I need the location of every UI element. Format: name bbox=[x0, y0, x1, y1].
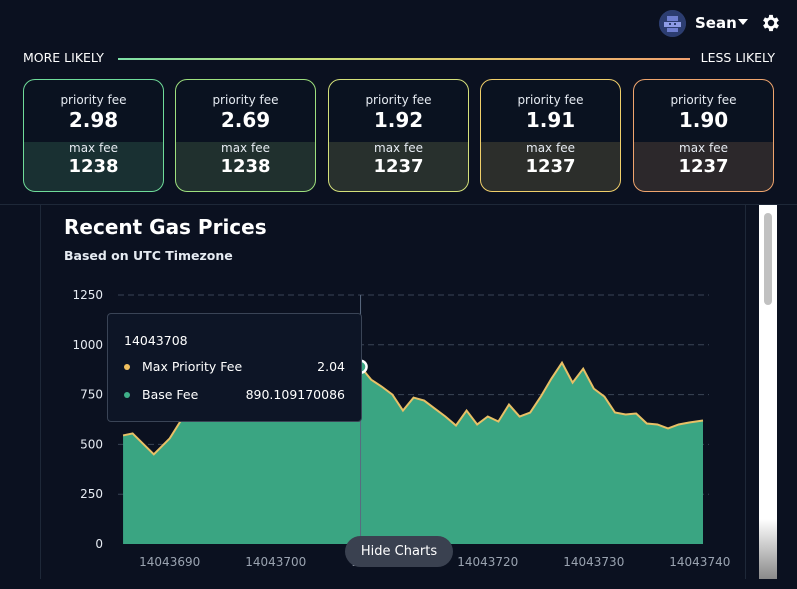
x-tick-label: 14043690 bbox=[139, 555, 200, 569]
fee-card[interactable]: priority fee 2.98 max fee 1238 bbox=[23, 79, 164, 192]
max-fee-value: 1238 bbox=[220, 156, 271, 177]
x-tick-label: 14043700 bbox=[245, 555, 306, 569]
hide-charts-button[interactable]: Hide Charts bbox=[345, 536, 453, 567]
priority-fee-label: priority fee bbox=[365, 93, 432, 107]
fee-card[interactable]: priority fee 1.90 max fee 1237 bbox=[633, 79, 774, 192]
scrollbar-track-fade bbox=[759, 519, 777, 579]
scrollbar-thumb[interactable] bbox=[764, 213, 772, 305]
card-lower-band bbox=[24, 142, 163, 191]
card-lower-band bbox=[329, 142, 468, 191]
priority-fee-value: 1.91 bbox=[525, 108, 576, 132]
user-name[interactable]: Sean bbox=[695, 14, 737, 32]
max-fee-label: max fee bbox=[69, 141, 118, 155]
tooltip-series-name: Max Priority Fee bbox=[142, 359, 243, 374]
card-lower-band bbox=[481, 142, 620, 191]
max-fee-label: max fee bbox=[221, 141, 270, 155]
priority-fee-value: 1.90 bbox=[678, 108, 729, 132]
max-fee-value: 1237 bbox=[373, 156, 424, 177]
caret-down-icon[interactable] bbox=[738, 19, 748, 25]
priority-fee-value: 2.69 bbox=[220, 108, 271, 132]
vertical-scrollbar[interactable] bbox=[759, 205, 777, 579]
max-fee-value: 1238 bbox=[68, 156, 119, 177]
user-avatar[interactable] bbox=[659, 10, 686, 37]
priority-fee-label: priority fee bbox=[670, 93, 737, 107]
card-lower-band bbox=[176, 142, 315, 191]
max-fee-label: max fee bbox=[526, 141, 575, 155]
y-tick-label: 750 bbox=[80, 388, 103, 402]
tooltip-row-base-fee: Base Fee 890.109170086 bbox=[124, 387, 345, 403]
y-tick-label: 1250 bbox=[72, 288, 103, 302]
series-dot-icon bbox=[124, 392, 130, 398]
section-divider bbox=[0, 204, 797, 205]
fee-cards: priority fee 2.98 max fee 1238 priority … bbox=[23, 79, 775, 194]
chart-tooltip: 14043708 Max Priority Fee 2.04 Base Fee … bbox=[107, 313, 362, 422]
chart-title: Recent Gas Prices bbox=[64, 215, 267, 239]
more-likely-label: MORE LIKELY bbox=[23, 50, 104, 65]
x-tick-label: 14043740 bbox=[669, 555, 730, 569]
tooltip-series-value: 2.04 bbox=[317, 359, 345, 374]
less-likely-label: LESS LIKELY bbox=[700, 50, 775, 65]
y-tick-label: 1000 bbox=[72, 338, 103, 352]
max-fee-label: max fee bbox=[679, 141, 728, 155]
series-dot-icon bbox=[124, 364, 130, 370]
chart-panel bbox=[40, 205, 746, 579]
fee-card[interactable]: priority fee 1.91 max fee 1237 bbox=[480, 79, 621, 192]
max-fee-value: 1237 bbox=[678, 156, 729, 177]
y-tick-label: 250 bbox=[80, 487, 103, 501]
priority-fee-label: priority fee bbox=[60, 93, 127, 107]
y-tick-label: 0 bbox=[95, 537, 103, 551]
x-tick-label: 14043720 bbox=[457, 555, 518, 569]
tooltip-series-value: 890.109170086 bbox=[245, 387, 345, 402]
likelihood-gradient-line bbox=[118, 58, 690, 60]
tooltip-series-name: Base Fee bbox=[142, 387, 199, 402]
tooltip-row-max-priority-fee: Max Priority Fee 2.04 bbox=[124, 359, 345, 375]
fee-card[interactable]: priority fee 1.92 max fee 1237 bbox=[328, 79, 469, 192]
chart-subtitle: Based on UTC Timezone bbox=[64, 248, 233, 263]
avatar-icon bbox=[659, 10, 686, 37]
card-lower-band bbox=[634, 142, 773, 191]
max-fee-label: max fee bbox=[374, 141, 423, 155]
y-tick-label: 500 bbox=[80, 437, 103, 451]
top-bar: Sean bbox=[0, 0, 797, 46]
tooltip-title: 14043708 bbox=[124, 333, 188, 348]
likelihood-scale: MORE LIKELY LESS LIKELY bbox=[23, 50, 775, 68]
priority-fee-value: 2.98 bbox=[68, 108, 119, 132]
priority-fee-label: priority fee bbox=[517, 93, 584, 107]
priority-fee-label: priority fee bbox=[212, 93, 279, 107]
x-tick-label: 14043730 bbox=[563, 555, 624, 569]
gear-icon[interactable] bbox=[760, 12, 782, 34]
fee-card[interactable]: priority fee 2.69 max fee 1238 bbox=[175, 79, 316, 192]
priority-fee-value: 1.92 bbox=[373, 108, 424, 132]
max-fee-value: 1237 bbox=[525, 156, 576, 177]
